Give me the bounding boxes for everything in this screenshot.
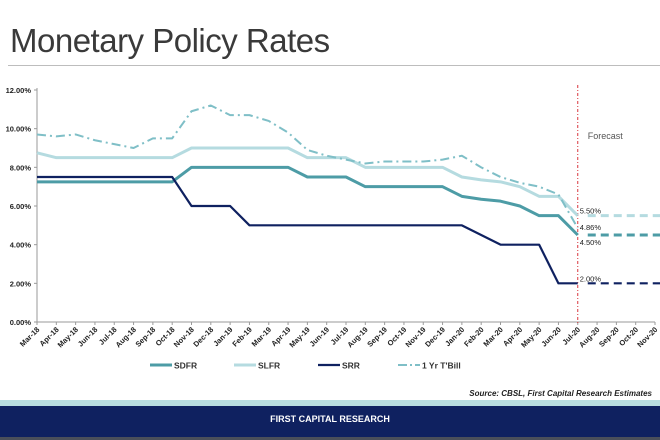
x-tick-label: May-19 [287, 325, 311, 349]
x-tick-label: Nov-19 [404, 325, 428, 349]
x-tick-label: Nov-20 [635, 325, 659, 349]
data-label: 4.50% [580, 238, 602, 247]
x-tick-label: Dec-19 [423, 325, 447, 349]
y-tick-label: 0.00% [10, 318, 32, 327]
series-line-1-yr-t-bill [36, 104, 579, 229]
x-tick-label: Dec-18 [191, 325, 215, 349]
x-tick-label: May-20 [519, 325, 543, 349]
x-tick-label: Sep-18 [134, 325, 158, 349]
series-line-srr [37, 175, 578, 285]
x-tick-label: Sep-19 [365, 325, 389, 349]
x-tick-label: Sep-20 [597, 325, 621, 349]
x-tick-label: Jan-20 [443, 325, 466, 348]
y-tick-label: 2.00% [10, 279, 32, 288]
footer-bottom-edge [0, 437, 660, 440]
legend: SDFR SLFR SRR 1 Yr T'Bill [150, 361, 461, 371]
forecast-label: Forecast [588, 131, 624, 141]
footer-accent-strip [0, 400, 660, 406]
source-note: Source: CBSL, First Capital Research Est… [469, 389, 652, 398]
y-tick-label: 12.00% [6, 86, 32, 95]
forecast-marker: Forecast [577, 85, 624, 324]
data-label: 5.50% [580, 207, 602, 216]
x-tick-label: May-18 [56, 325, 80, 349]
x-axis-labels: Mar-18Apr-18May-18Jun-18Jul-18Aug-18Sep-… [18, 325, 659, 349]
chart-axes [34, 88, 656, 325]
legend-label: SRR [342, 361, 360, 371]
x-tick-label: Mar-19 [250, 325, 273, 348]
page-title: Monetary Policy Rates [10, 22, 330, 59]
y-axis-labels: 0.00% 2.00% 4.00% 6.00% 8.00% 10.00% 12.00% [6, 86, 32, 327]
x-tick-label: Mar-20 [481, 325, 504, 348]
y-tick-label: 4.00% [10, 241, 32, 250]
series-line-sdfr [37, 165, 579, 237]
x-tick-label: Jun-19 [308, 325, 331, 348]
legend-label: SLFR [258, 361, 280, 371]
policy-rates-chart: 0.00% 2.00% 4.00% 6.00% 8.00% 10.00% 12.00% Ma… [6, 85, 660, 371]
footer-bar [0, 406, 660, 438]
annotations: 5.50% 4.86% 4.50% 2.00% [580, 207, 602, 284]
footer-brand: FIRST CAPITAL RESEARCH [270, 414, 390, 424]
data-label: 2.00% [580, 274, 602, 283]
y-tick-label: 8.00% [10, 163, 32, 172]
x-tick-label: Jan-19 [211, 325, 234, 348]
x-tick-label: Aug-19 [345, 325, 369, 349]
legend-label: SDFR [174, 361, 197, 371]
x-tick-label: Feb-20 [462, 325, 485, 348]
series-lines [36, 104, 660, 285]
y-tick-label: 6.00% [10, 202, 32, 211]
y-tick-label: 10.00% [6, 125, 32, 134]
x-tick-label: Jun-20 [539, 325, 562, 348]
data-label: 4.86% [580, 223, 602, 232]
series-line-slfr [36, 146, 579, 217]
x-tick-label: Nov-18 [172, 325, 196, 349]
x-tick-label: Aug-18 [114, 325, 138, 349]
x-tick-label: Jun-18 [76, 325, 99, 348]
x-tick-label: Mar-18 [18, 325, 41, 348]
x-tick-label: Feb-19 [230, 325, 253, 348]
legend-label: 1 Yr T'Bill [422, 361, 461, 371]
title-divider [8, 65, 660, 66]
x-tick-label: Aug-20 [577, 325, 601, 349]
